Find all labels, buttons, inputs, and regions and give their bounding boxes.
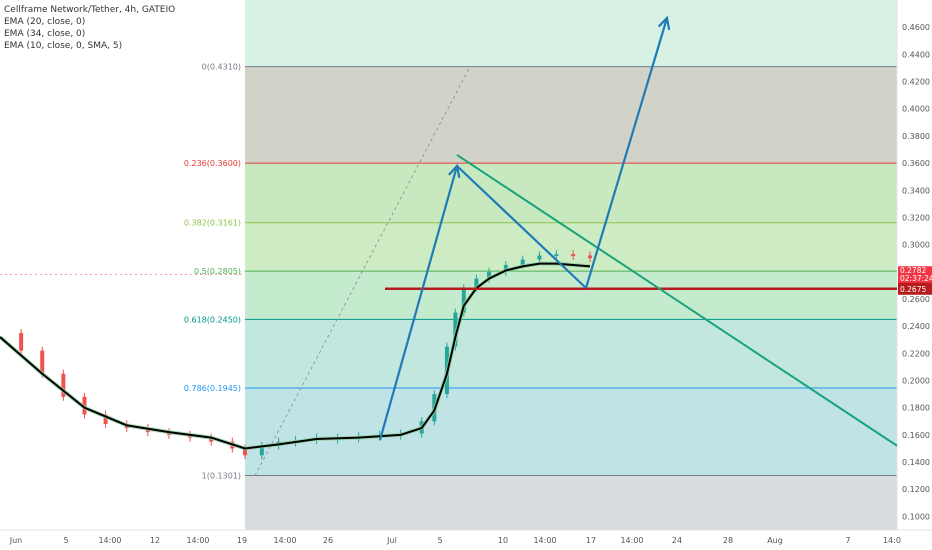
candle-body (571, 254, 576, 257)
countdown-label: 02:37:24 (900, 274, 932, 283)
fib-zone (245, 66, 897, 164)
x-tick-label: 19 (237, 536, 247, 545)
x-tick-label: 14:0 (883, 536, 901, 545)
candle-body (520, 259, 525, 265)
x-tick-label: 14:00 (533, 536, 556, 545)
y-tick-label: 0.1000 (902, 512, 930, 521)
y-tick-label: 0.1600 (902, 431, 930, 440)
descending-trendline (456, 154, 898, 447)
candle-body (243, 448, 247, 456)
ema-20-line (0, 262, 591, 450)
current-price-tag (898, 266, 932, 284)
y-tick-label: 0.2000 (902, 377, 930, 386)
y-tick-label: 0.4000 (902, 105, 930, 114)
x-tick-label: 10 (498, 536, 508, 545)
support-price-tag (898, 282, 932, 295)
x-tick-label: 14:00 (186, 536, 209, 545)
y-tick-label: 0.1800 (902, 404, 930, 413)
fib-label-0-382: 0.382(0.3161) (184, 219, 241, 228)
y-tick-label: 0.1200 (902, 485, 930, 494)
x-tick-label: 5 (63, 536, 68, 545)
candle-body (103, 414, 108, 424)
x-tick-label: 7 (845, 536, 850, 545)
x-tick-label: 28 (723, 536, 733, 545)
x-tick-label: Jul (386, 536, 397, 545)
y-tick-label: 0.3000 (902, 241, 930, 250)
y-tick-label: 0.1400 (902, 458, 930, 467)
candle-body (554, 254, 559, 257)
y-tick-label: 0.2600 (902, 295, 930, 304)
x-tick-label: 24 (672, 536, 682, 545)
up-arrow-2 (584, 17, 669, 289)
y-tick-label: 0.2400 (902, 322, 930, 331)
candle-body (461, 288, 466, 313)
fib-zone (245, 387, 897, 476)
chart-legend: Cellframe Network/Tether, 4h, GATEIO EMA… (4, 4, 175, 52)
x-tick-label: 26 (323, 536, 333, 545)
fib-zone (245, 163, 897, 223)
symbol-title: Cellframe Network/Tether, 4h, GATEIO (4, 5, 176, 15)
x-tick-label: 14:00 (98, 536, 121, 545)
up-arrow-1 (378, 165, 459, 441)
fib-label-0-786: 0.786(0.1945) (184, 384, 241, 393)
y-tick-label: 0.4200 (902, 78, 930, 87)
x-axis-panel (0, 530, 932, 550)
x-tick-label: 14:00 (273, 536, 296, 545)
current-price-label: 0.2782 (900, 266, 926, 275)
indicator-ema-10: EMA (10, close, 0, SMA, 5) (4, 41, 123, 51)
y-tick-label: 0.4400 (902, 50, 930, 59)
indicator-ema-20: EMA (20, close, 0) (4, 17, 86, 27)
candle-body (40, 350, 45, 374)
y-tick-label: 0.3800 (902, 132, 930, 141)
candle-body (474, 278, 479, 289)
up-arrow-2-head (657, 15, 671, 31)
y-tick-label: 0.3200 (902, 213, 930, 222)
x-tick-label: 5 (437, 536, 442, 545)
candle-body (259, 445, 264, 456)
y-tick-label: 0.2200 (902, 349, 930, 358)
candle-body (537, 255, 542, 260)
x-tick-label: Jun (9, 536, 23, 545)
fib-zone (245, 319, 897, 388)
fib-label-0-5: 0.5(0.2805) (194, 267, 241, 276)
fib-label-0-618: 0.618(0.2450) (184, 315, 241, 324)
y-tick-label: 0.3400 (902, 186, 930, 195)
x-tick-label: 12 (150, 536, 160, 545)
fib-zone-below (245, 475, 897, 530)
candle-body (487, 271, 492, 279)
candle-body (588, 255, 592, 259)
fib-label-0: 0(0.4310) (202, 63, 241, 72)
candle-body (61, 373, 66, 397)
fib-zone (245, 271, 897, 320)
x-tick-label: 14:00 (620, 536, 643, 545)
y-tick-label: 0.3600 (902, 159, 930, 168)
indicator-ema-34: EMA (34, close, 0) (4, 29, 86, 39)
candle-body (19, 332, 24, 351)
y-tick-label: 0.4600 (902, 23, 930, 32)
fib-label-1: 1(0.1301) (202, 472, 241, 481)
x-tick-label: Aug (767, 536, 783, 545)
x-tick-label: 17 (586, 536, 596, 545)
down-arrow-leg (456, 165, 587, 289)
fib-guide-line (254, 66, 471, 476)
support-price-label: 0.2675 (900, 285, 926, 294)
fib-label-0-236: 0.236(0.3600) (184, 159, 241, 168)
